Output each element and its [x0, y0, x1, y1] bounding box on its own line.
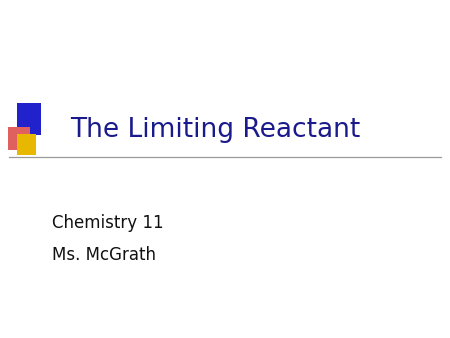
- Bar: [8, 127, 30, 150]
- Text: Ms. McGrath: Ms. McGrath: [52, 246, 156, 264]
- Bar: [17, 134, 36, 155]
- Text: The Limiting Reactant: The Limiting Reactant: [70, 117, 360, 143]
- Text: Chemistry 11: Chemistry 11: [52, 214, 163, 232]
- Bar: [17, 103, 40, 135]
